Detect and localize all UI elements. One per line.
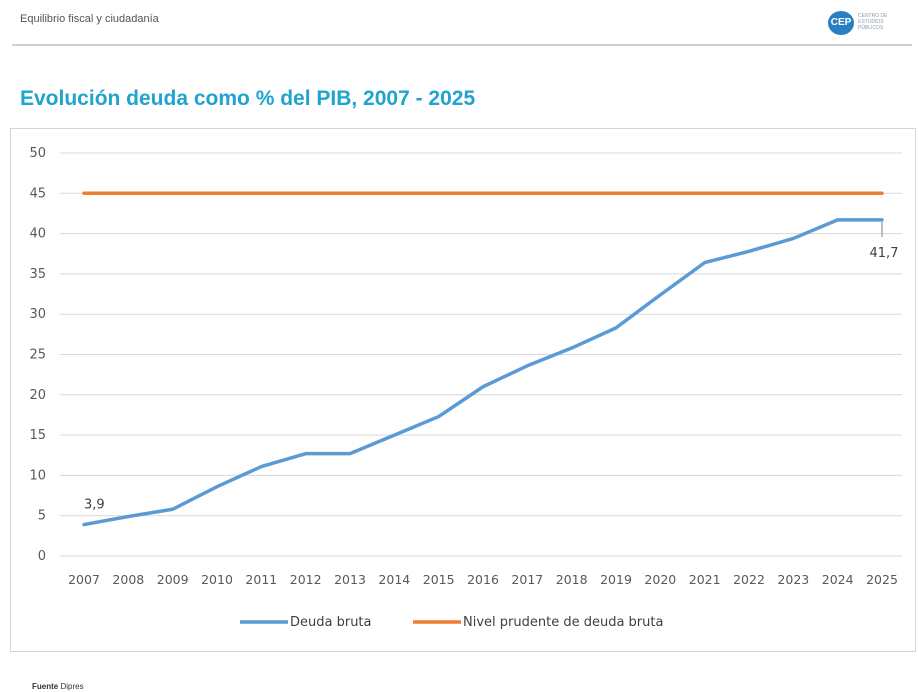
cep-logo-mark: CEP [828, 11, 854, 35]
y-tick-label: 0 [38, 549, 46, 564]
y-tick-label: 10 [29, 468, 46, 483]
legend-label-1: Nivel prudente de deuda bruta [463, 615, 663, 630]
x-tick-label: 2017 [511, 572, 543, 587]
y-tick-label: 5 [38, 509, 46, 524]
x-tick-label: 2019 [600, 572, 632, 587]
y-tick-label: 25 [29, 348, 46, 363]
x-tick-label: 2016 [467, 572, 499, 587]
chart-frame [10, 128, 916, 652]
x-tick-label: 2024 [822, 572, 854, 587]
cep-logo-subtext: CENTRO DE ESTUDIOS PÚBLICOS [858, 13, 888, 31]
y-tick-label: 30 [29, 307, 46, 322]
x-tick-label: 2025 [866, 572, 898, 587]
source-label: Fuente [32, 682, 59, 691]
top-bar: Equilibrio fiscal y ciudadanía CEP CENTR… [0, 0, 918, 46]
y-tick-label: 45 [29, 186, 46, 201]
x-tick-label: 2012 [290, 572, 322, 587]
section-title: Equilibrio fiscal y ciudadanía [20, 13, 159, 25]
y-tick-label: 35 [29, 267, 46, 282]
y-tick-label: 40 [29, 227, 46, 242]
x-tick-label: 2015 [423, 572, 455, 587]
data-label-first: 3,9 [84, 498, 105, 513]
cep-logo: CEP CENTRO DE ESTUDIOS PÚBLICOS [828, 10, 904, 36]
y-tick-label: 15 [29, 428, 46, 443]
x-tick-label: 2018 [556, 572, 588, 587]
x-tick-label: 2014 [378, 572, 410, 587]
x-tick-label: 2013 [334, 572, 366, 587]
chart-title: Evolución deuda como % del PIB, 2007 - 2… [20, 87, 476, 110]
x-tick-label: 2010 [201, 572, 233, 587]
x-tick-label: 2020 [644, 572, 676, 587]
series-line-0 [82, 218, 884, 527]
source-note: Fuente Dipres [32, 682, 84, 691]
source-value: Dipres [60, 682, 84, 691]
x-tick-label: 2022 [733, 572, 765, 587]
data-label-last: 41,7 [870, 246, 899, 261]
x-tick-label: 2007 [68, 572, 100, 587]
x-tick-label: 2008 [112, 572, 144, 587]
x-tick-label: 2021 [689, 572, 721, 587]
y-tick-label: 50 [29, 146, 46, 161]
x-tick-label: 2023 [777, 572, 809, 587]
header-divider [12, 44, 912, 46]
x-tick-label: 2011 [245, 572, 277, 587]
x-tick-label: 2009 [157, 572, 189, 587]
y-tick-label: 20 [29, 388, 46, 403]
legend-label-0: Deuda bruta [290, 615, 372, 630]
